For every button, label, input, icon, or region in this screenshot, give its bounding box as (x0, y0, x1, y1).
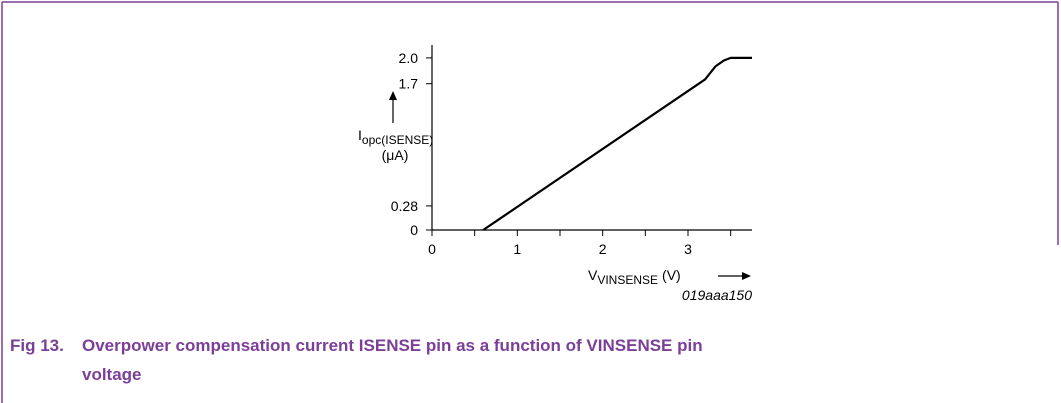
x-label-main: V (588, 267, 598, 283)
caption-number: Fig 13. (10, 336, 64, 355)
x-tick-label: 0 (428, 241, 436, 257)
caption-line: Overpower compensation current ISENSE pi… (82, 336, 703, 355)
data-line (482, 56, 752, 231)
y-axis-unit: (μA) (382, 147, 409, 163)
y-label-sub: opc(ISENSE) (362, 133, 433, 147)
y-tick-label: 0 (410, 222, 418, 238)
x-axis-label: VVINSENSE (V) (588, 267, 681, 287)
x-tick-label: 2 (599, 241, 607, 257)
y-tick-label: 1.7 (399, 76, 419, 92)
y-tick-label: 2.0 (399, 50, 419, 66)
x-label-sub: VINSENSE (597, 273, 658, 287)
y-label-main: I (358, 127, 362, 143)
x-label-unit: (V) (662, 267, 681, 283)
x-tick-label: 3 (684, 241, 692, 257)
figure-id: 019aaa150 (682, 287, 752, 303)
x-tick-label: 1 (513, 241, 521, 257)
y-axis-label: Iopc(ISENSE) (358, 127, 433, 147)
caption-line: voltage (82, 365, 142, 384)
y-tick-label: 0.28 (391, 198, 418, 214)
x-arrow-head (742, 272, 751, 280)
y-arrow-head (389, 91, 397, 100)
